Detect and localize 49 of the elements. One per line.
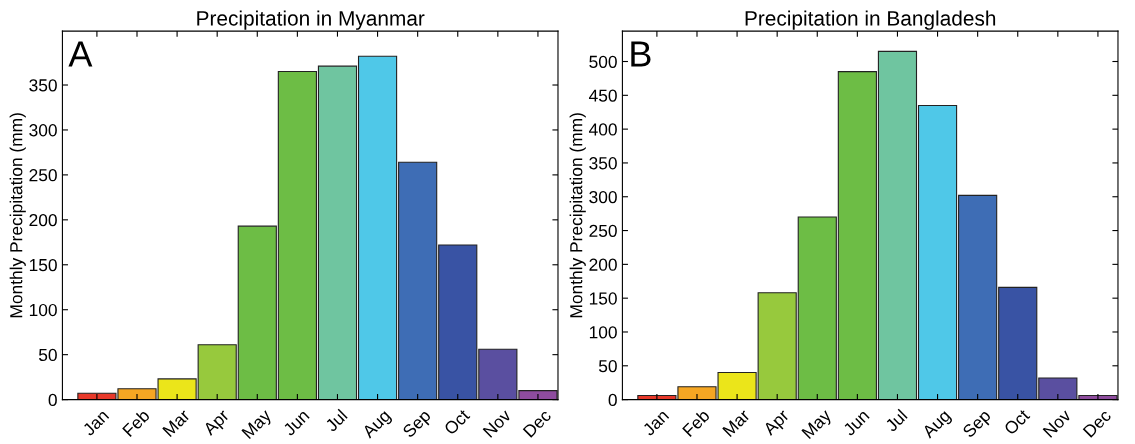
x-tick-label: Sep bbox=[401, 408, 434, 441]
y-tick-label: 250 bbox=[589, 224, 617, 238]
x-tick-label: Aug bbox=[921, 409, 954, 442]
x-tick-label: Oct bbox=[443, 408, 471, 436]
x-tick-label: Jun bbox=[282, 409, 310, 437]
x-tick-label: Oct bbox=[1003, 408, 1031, 436]
x-tick-label: Jan bbox=[641, 409, 670, 437]
y-tick-label: 0 bbox=[48, 393, 57, 407]
x-tick-label: Sep bbox=[961, 408, 994, 441]
y-tick-label: 250 bbox=[29, 169, 57, 182]
y-tick-label: 400 bbox=[588, 123, 617, 136]
y-tick-label: 200 bbox=[589, 258, 617, 271]
x-tick-label: Feb bbox=[681, 408, 711, 438]
x-tick-label: Apr bbox=[202, 408, 233, 439]
y-tick-label: 500 bbox=[589, 55, 617, 68]
y-axis-title: Monthly Precipitation (mm) bbox=[569, 113, 586, 318]
y-tick-label: 150 bbox=[29, 258, 57, 272]
x-tick-label: Nov bbox=[482, 408, 513, 438]
x-tick-label: Apr bbox=[762, 408, 793, 439]
annotation: B bbox=[631, 41, 651, 67]
x-tick-label: Dec bbox=[522, 408, 552, 438]
y-tick-label: 0 bbox=[608, 393, 617, 407]
y-tick-label: 100 bbox=[29, 303, 57, 317]
x-tick-label: Jul bbox=[324, 408, 348, 433]
x-tick-label: Jan bbox=[81, 409, 110, 437]
x-tick-label: Jul bbox=[884, 408, 908, 433]
chart-title: Precipitation in Myanmar bbox=[197, 10, 425, 30]
x-tick-label: Dec bbox=[1082, 408, 1112, 438]
y-tick-label: 50 bbox=[598, 359, 617, 373]
y-tick-label: 100 bbox=[589, 326, 617, 339]
chart-title: Precipitation in Bangladesh bbox=[745, 10, 996, 30]
x-tick-label: Mar bbox=[162, 408, 191, 438]
y-axis-title: Monthly Precipitation (mm) bbox=[9, 113, 26, 318]
y-tick-label: 350 bbox=[589, 157, 617, 170]
y-tick-label: 150 bbox=[589, 292, 617, 305]
x-tick-label: Nov bbox=[1042, 408, 1072, 438]
annotation: A bbox=[68, 41, 93, 67]
y-tick-label: 450 bbox=[588, 89, 617, 102]
y-tick-label: 200 bbox=[29, 214, 57, 227]
y-tick-label: 300 bbox=[589, 190, 617, 204]
y-tick-label: 50 bbox=[38, 348, 57, 362]
x-tick-label: Jun bbox=[842, 409, 870, 437]
x-tick-label: Feb bbox=[121, 408, 151, 438]
x-tick-label: Aug bbox=[361, 409, 394, 442]
x-tick-label: May bbox=[241, 408, 275, 442]
y-tick-label: 300 bbox=[29, 124, 57, 137]
y-tick-label: 350 bbox=[29, 79, 57, 92]
x-tick-label: May bbox=[801, 408, 835, 442]
x-tick-label: Mar bbox=[722, 408, 751, 438]
